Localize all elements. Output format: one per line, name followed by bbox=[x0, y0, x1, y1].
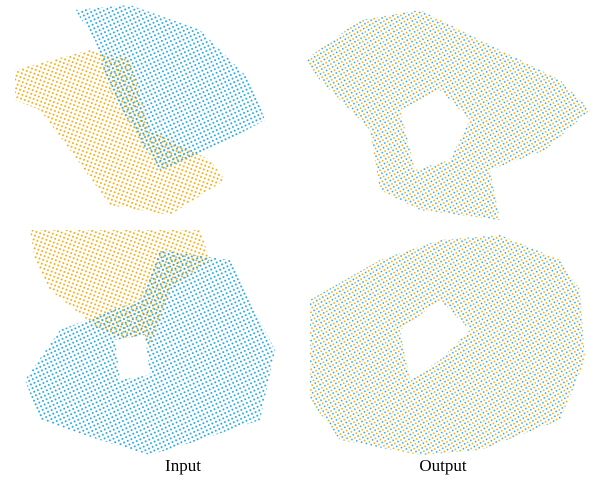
page: Input Output (() => { const data = JSON.… bbox=[0, 0, 594, 481]
figure: Input Output bbox=[0, 0, 594, 481]
output-top-cloud bbox=[305, 10, 590, 220]
caption: Output bbox=[419, 456, 467, 475]
output-bottom-cloud bbox=[310, 235, 585, 455]
input-top-cloud bbox=[15, 5, 265, 215]
hole bbox=[115, 335, 150, 380]
input-bottom-cloud bbox=[25, 230, 275, 455]
caption: Input bbox=[165, 456, 201, 475]
